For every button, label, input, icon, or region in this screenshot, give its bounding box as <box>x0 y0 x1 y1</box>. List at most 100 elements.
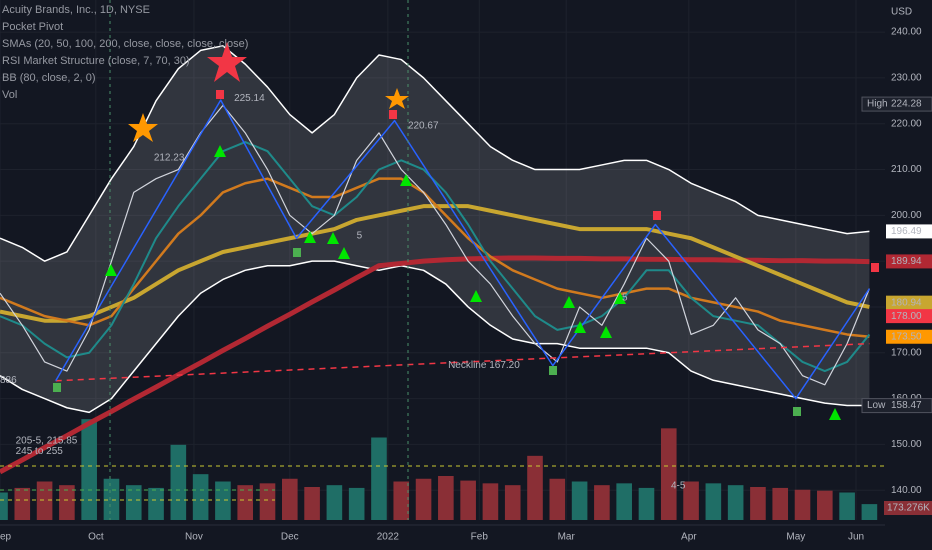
series-line <box>0 204 870 323</box>
triangle <box>829 408 841 420</box>
legend-line: SMAs (20, 50, 100, 200, close, close, cl… <box>2 38 248 50</box>
volume-tag: 173.276K <box>884 501 932 515</box>
zigzag <box>55 99 871 400</box>
y-tick-label: 200.00 <box>891 210 922 221</box>
star <box>207 42 247 82</box>
triangle <box>327 232 339 244</box>
triangle <box>600 326 612 338</box>
volume-bar <box>415 478 432 520</box>
triangle <box>304 231 316 243</box>
tag-value: 196.49 <box>891 226 922 237</box>
volume-bar <box>616 483 632 520</box>
volume-bar <box>281 478 298 520</box>
tag-bg <box>886 224 932 239</box>
y-tick-label: 140.00 <box>891 485 922 496</box>
annotation: 205-5, 215.85 <box>16 435 78 446</box>
tag-name: Low <box>867 400 886 411</box>
series-line <box>0 177 870 338</box>
x-tick-label: Dec <box>281 532 299 543</box>
volume-bar <box>148 487 164 520</box>
star <box>385 88 409 109</box>
pivot-marker <box>653 211 661 220</box>
annotation: 4-5 <box>671 480 686 491</box>
volume-bar <box>393 481 410 520</box>
x-tick-label: Nov <box>185 532 203 543</box>
tag-name-bg <box>861 96 932 112</box>
volume-bar <box>237 485 254 520</box>
volume-bar <box>727 485 744 520</box>
tag-value: 173.50 <box>891 331 922 342</box>
annotation: 5 <box>357 231 363 242</box>
x-tick-label: Jun <box>848 532 864 543</box>
triangle <box>338 247 350 259</box>
tag-name-bg <box>861 398 932 414</box>
price-tag: 178.00 <box>886 309 932 324</box>
annotation: 886 <box>0 375 17 386</box>
volume-bar <box>371 437 387 520</box>
annotation: 220.67 <box>408 121 439 132</box>
volume-bar <box>594 485 610 520</box>
pivot-marker <box>293 248 301 257</box>
price-tag: Low 158.47 <box>861 398 932 414</box>
volume-bar <box>125 485 142 520</box>
volume-bar <box>504 485 521 520</box>
pivot-marker <box>793 407 801 416</box>
price-tag: 196.49 <box>886 224 932 239</box>
x-tick-label: 2022 <box>377 532 400 543</box>
triangle <box>400 174 412 186</box>
volume-bar <box>683 481 699 520</box>
y-tick-label: 220.00 <box>891 118 922 129</box>
triangle <box>105 264 117 276</box>
volume-bar <box>59 485 75 520</box>
pivot-marker <box>871 263 879 272</box>
volume-bar <box>772 487 789 520</box>
legend: Acuity Brands, Inc., 1D, NYSE Pocket Piv… <box>2 4 248 101</box>
volume-bar <box>36 481 53 520</box>
volume-bar <box>192 474 209 520</box>
tag-name: High <box>867 99 888 110</box>
volume-bar <box>304 487 320 520</box>
tag-value: 189.94 <box>891 256 922 267</box>
markers <box>53 42 879 420</box>
tag-value: 158.47 <box>891 400 922 411</box>
volume-bar <box>571 481 588 520</box>
currency-label: USD <box>891 7 912 18</box>
price-tag: 173.50 <box>886 329 932 344</box>
volume-bar <box>259 483 276 520</box>
volume-bar <box>81 419 97 520</box>
volume-bar <box>103 478 120 520</box>
tag-value: 173.276K <box>887 503 930 514</box>
volume-bar <box>482 483 499 520</box>
volume-bar <box>549 478 566 520</box>
x-tick-label: Feb <box>471 532 489 543</box>
legend-line: BB (80, close, 2, 0) <box>2 72 96 84</box>
annotation: 225.14 <box>234 93 265 104</box>
legend-line: Vol <box>2 89 17 101</box>
triangle <box>563 296 575 308</box>
annotation: 245 to 255 <box>16 446 64 457</box>
triangle <box>214 145 226 157</box>
band-lower <box>0 260 870 414</box>
tag-bg <box>884 501 932 515</box>
triangle <box>614 292 626 304</box>
x-tick-label: ep <box>0 532 12 543</box>
volume-bar <box>638 487 655 520</box>
volume-bar <box>861 504 878 520</box>
y-tick-label: 210.00 <box>891 164 922 175</box>
pivot-marker <box>549 366 557 375</box>
volume-bar <box>14 487 31 520</box>
volume-bar <box>438 476 454 520</box>
tag-bg <box>886 329 932 344</box>
neckline-label: Neckline 167.20 <box>448 360 520 371</box>
band-fill <box>0 45 870 413</box>
neckline <box>55 342 870 382</box>
plot-area <box>0 0 885 520</box>
series-line <box>0 104 870 386</box>
tag-bg <box>886 254 932 269</box>
tag-bg <box>886 295 932 310</box>
pivot-marker <box>216 90 224 99</box>
tag-value: 178.00 <box>891 311 922 322</box>
x-tick-label: Apr <box>681 532 697 543</box>
volume-bar <box>527 455 543 520</box>
